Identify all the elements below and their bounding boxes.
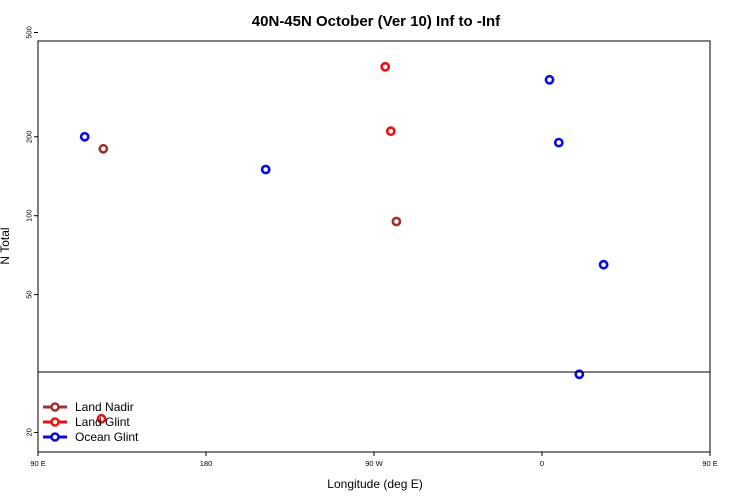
series-land-glint	[96, 61, 396, 424]
legend-label-land-glint: Land Glint	[75, 415, 130, 429]
legend-label-land-nadir: Land Nadir	[75, 400, 134, 414]
legend-marker-land-nadir	[50, 402, 60, 412]
legend: Land Nadir Land Glint Ocean Glint	[43, 400, 139, 444]
x-tick-label-90-e: 90 E	[702, 459, 717, 468]
y-tick-label-200: 200	[25, 131, 34, 144]
point-land-nadir-10	[98, 143, 109, 154]
point-ocean-glint-24	[260, 164, 271, 175]
x-axis-label: Longitude (deg E)	[327, 477, 422, 491]
y-tick-break-label-50: 50	[25, 290, 34, 298]
x-tick-label-180: 180	[200, 459, 213, 468]
x-tick-label-90-e: 90 E	[30, 459, 45, 468]
chart-title: 40N-45N October (Ver 10) Inf to -Inf	[252, 13, 501, 30]
legend-marker-ocean-glint	[50, 432, 60, 442]
legend-marker-land-glint	[50, 417, 60, 427]
point-ocean-glint-1	[79, 131, 90, 142]
series-ocean-glint	[79, 74, 609, 380]
y-tick-label-500: 500	[25, 26, 34, 39]
legend-item-ocean-glint: Ocean Glint	[43, 430, 139, 444]
y-tick-label-100: 100	[25, 209, 34, 222]
point-land-glint-8	[96, 413, 107, 424]
point-land-nadir-25	[391, 216, 402, 227]
x-tick-label-90-w: 90 W	[365, 459, 383, 468]
point-ocean-glint-56	[574, 369, 585, 380]
data-points	[79, 61, 609, 424]
point-ocean-glint-53	[553, 137, 564, 148]
point-land-glint-20	[380, 61, 391, 72]
series-land-nadir	[98, 143, 402, 227]
plot-frame	[37, 40, 711, 453]
x-tick-label-0: 0	[540, 459, 544, 468]
y-axis-label: N Total	[0, 227, 12, 264]
legend-item-land-glint: Land Glint	[43, 415, 130, 429]
legend-label-ocean-glint: Ocean Glint	[75, 430, 139, 444]
legend-item-land-nadir: Land Nadir	[43, 400, 134, 414]
point-ocean-glint-52	[544, 74, 555, 85]
point-land-glint-21	[385, 126, 396, 137]
point-ocean-glint-59	[598, 259, 609, 270]
y-tick-lower-label-20: 20	[25, 428, 34, 436]
